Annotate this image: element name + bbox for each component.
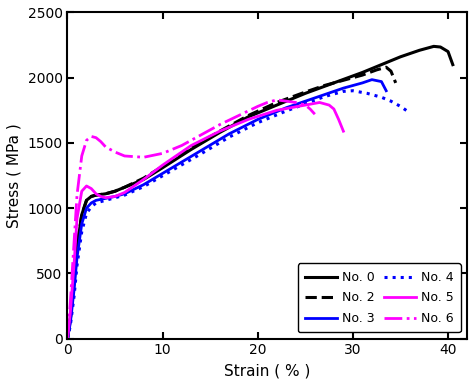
Y-axis label: Stress ( MPa ): Stress ( MPa ) bbox=[7, 123, 22, 228]
X-axis label: Strain ( % ): Strain ( % ) bbox=[224, 363, 310, 378]
Legend: No. 0, No. 2, No. 3, No. 4, No. 5, No. 6: No. 0, No. 2, No. 3, No. 4, No. 5, No. 6 bbox=[298, 263, 461, 332]
